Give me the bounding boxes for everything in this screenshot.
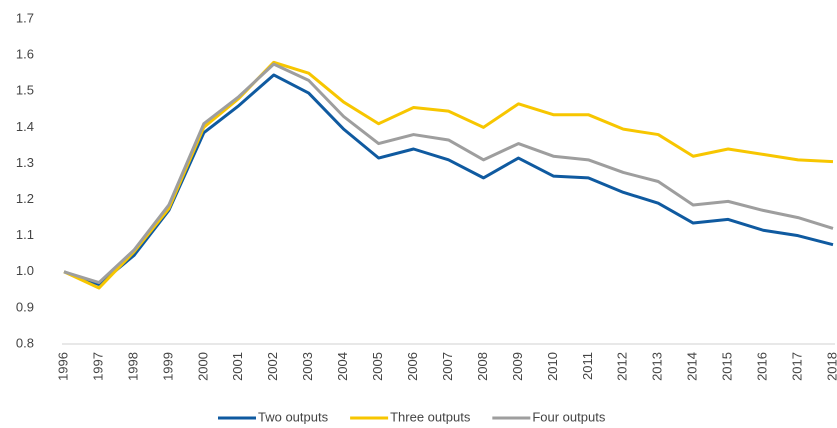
x-tick-label: 2005	[370, 352, 385, 381]
x-tick-label: 2018	[824, 352, 837, 381]
x-tick-label: 2013	[650, 352, 665, 381]
y-tick-label: 0.9	[16, 299, 34, 314]
legend-label: Four outputs	[532, 409, 605, 424]
y-tick-label: 1.1	[16, 227, 34, 242]
y-tick-label: 1.7	[16, 10, 34, 25]
x-tick-label: 2002	[265, 352, 280, 381]
x-tick-label: 2012	[615, 352, 630, 381]
x-tick-label: 2010	[545, 352, 560, 381]
y-tick-label: 1.5	[16, 83, 34, 98]
x-tick-label: 1998	[125, 352, 140, 381]
x-tick-label: 2003	[300, 352, 315, 381]
y-tick-label: 1.0	[16, 263, 34, 278]
x-tick-label: 2011	[580, 352, 595, 380]
x-tick-label: 2015	[720, 352, 735, 381]
line-series	[63, 73, 834, 286]
x-tick-label: 2000	[195, 352, 210, 381]
x-tick-label: 2008	[475, 352, 490, 381]
x-tick-label: 1996	[55, 352, 70, 381]
x-tick-label: 1997	[90, 352, 105, 381]
x-tick-label: 2014	[685, 352, 700, 381]
y-tick-label: 1.6	[16, 47, 34, 62]
y-tick-label: 1.3	[16, 155, 34, 170]
legend-label: Two outputs	[258, 409, 329, 424]
legend: Two outputs Three outputs Four outputs	[218, 409, 606, 424]
legend-label: Three outputs	[390, 409, 471, 424]
x-tick-label: 2001	[230, 352, 245, 381]
x-tick-label: 1999	[160, 352, 175, 381]
x-tick-label: 2017	[789, 352, 804, 381]
x-tick-label: 2009	[510, 352, 525, 381]
line-series	[63, 60, 834, 290]
x-tick-label: 2006	[405, 352, 420, 381]
x-tick-label: 2004	[335, 352, 350, 381]
y-tick-label: 1.2	[16, 191, 34, 206]
x-tick-label: 2016	[755, 352, 770, 381]
y-tick-label: 1.4	[16, 119, 34, 134]
x-tick-label: 2007	[440, 352, 455, 381]
line-series	[63, 62, 834, 285]
y-tick-label: 0.8	[16, 335, 34, 350]
